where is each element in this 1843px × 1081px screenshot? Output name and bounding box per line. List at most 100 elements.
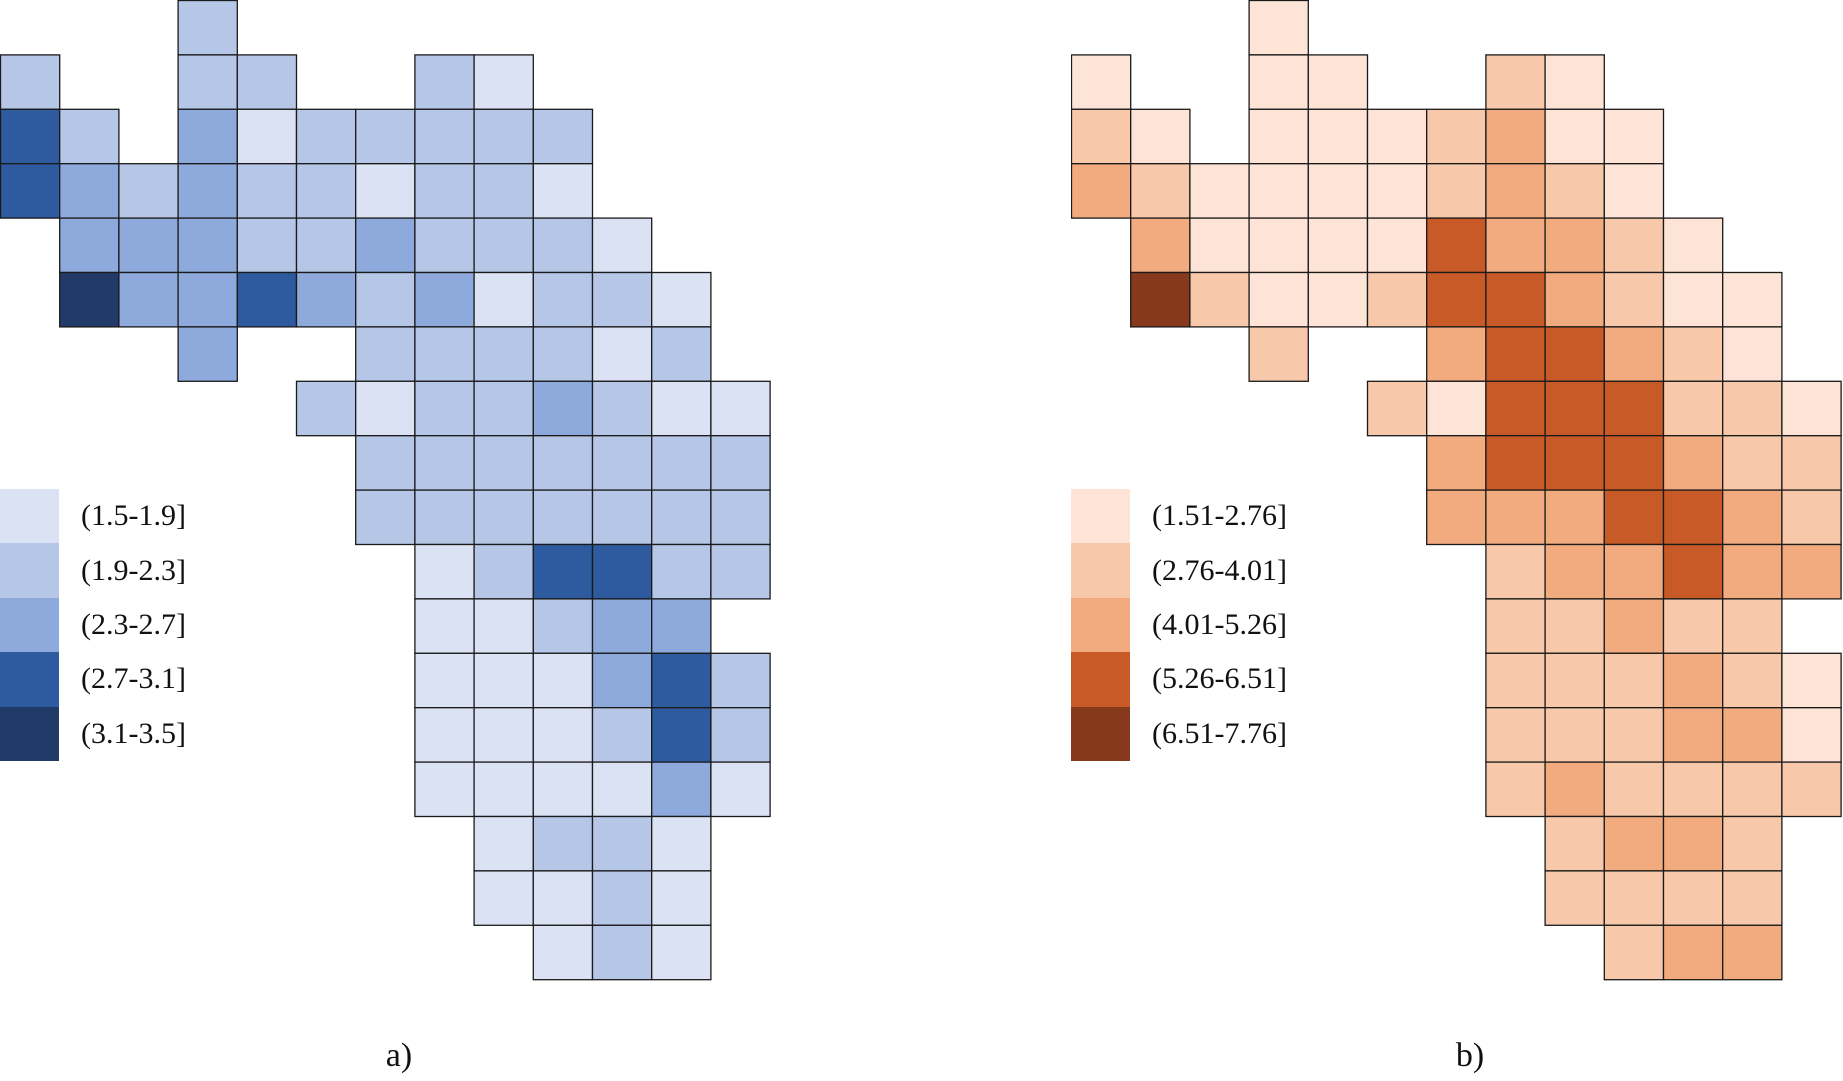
grid-cell [59, 271, 120, 328]
grid-cell [1544, 761, 1605, 818]
grid-cell [295, 217, 357, 274]
grid-cell [59, 108, 120, 165]
grid-cell [710, 707, 771, 763]
grid-cell [1485, 271, 1546, 328]
grid-cell [651, 707, 712, 763]
grid-cell [1603, 707, 1665, 763]
grid-cell [651, 761, 712, 818]
grid-cell [1662, 435, 1724, 491]
grid-cell [1071, 108, 1132, 165]
grid-cell [473, 163, 534, 219]
grid-cell [532, 435, 594, 491]
grid-cell [1366, 217, 1428, 274]
legend-swatch [1071, 706, 1130, 761]
legend-swatch [0, 706, 59, 761]
grid-cell [473, 761, 534, 818]
grid-cell [591, 815, 653, 872]
panel-b: (1.51-2.76] (2.76-4.01] (4.01-5.26] (5.2… [1071, 0, 1843, 1081]
grid-cell [177, 271, 238, 328]
grid-cell [0, 54, 61, 110]
grid-cell [1426, 163, 1487, 219]
grid-cell [1307, 163, 1369, 219]
grid-cell [1485, 543, 1546, 600]
legend-a: (1.5-1.9] (1.9-2.3] (2.3-2.7] (2.7-3.1] … [0, 489, 186, 761]
legend-label: (6.51-7.76] [1152, 716, 1287, 750]
grid-cell [236, 163, 298, 219]
grid-cell [1307, 271, 1369, 328]
grid-cell [1722, 489, 1783, 546]
grid-cell [295, 271, 357, 328]
grid-cell [1722, 380, 1783, 437]
grid-cell [1071, 54, 1132, 110]
grid-cell [1366, 380, 1428, 437]
grid-cell [532, 815, 594, 872]
grid-cell [591, 326, 653, 382]
legend-swatch [0, 543, 59, 598]
grid-cell [473, 217, 534, 274]
grid-cell [591, 217, 653, 274]
grid-cell [532, 598, 594, 654]
grid-cell [1662, 870, 1724, 926]
grid-cell [1662, 761, 1724, 818]
grid-cell [591, 380, 653, 437]
grid-cell [591, 870, 653, 926]
grid-cell [1781, 707, 1842, 763]
grid-cell [591, 435, 653, 491]
grid-cell [1544, 489, 1605, 546]
grid-cell [1130, 217, 1191, 274]
grid-cell [532, 217, 594, 274]
legend-swatch [1071, 597, 1130, 653]
grid-cell [1485, 217, 1546, 274]
grid-cell [532, 707, 594, 763]
grid-cell [414, 435, 475, 491]
grid-cell [1544, 271, 1605, 328]
grid-cell [1781, 380, 1842, 437]
grid-cell [1426, 271, 1487, 328]
grid-cell [1781, 543, 1842, 600]
grid-cell [1722, 815, 1783, 872]
grid-cell [414, 489, 475, 546]
grid-cell [1603, 815, 1665, 872]
grid-cell [1248, 0, 1309, 56]
grid-cell [236, 54, 298, 110]
grid-cell [532, 652, 594, 709]
legend-swatch [0, 489, 59, 544]
grid-cell [355, 217, 416, 274]
grid-cell [473, 652, 534, 709]
grid-cell [1130, 108, 1191, 165]
grid-cell [414, 108, 475, 165]
grid-cell [1248, 271, 1309, 328]
grid-cell [651, 815, 712, 872]
grid-cell [1781, 435, 1842, 491]
grid-cell [1189, 163, 1250, 219]
grid-cell [651, 598, 712, 654]
grid-cell [0, 108, 61, 165]
grid-cell [0, 163, 61, 219]
grid-cell [1603, 652, 1665, 709]
grid-cell [1426, 489, 1487, 546]
grid-cell [591, 761, 653, 818]
grid-cell [473, 543, 534, 600]
legend-item: (2.3-2.7] [0, 597, 186, 653]
grid-cell [1426, 217, 1487, 274]
panel-a: (1.5-1.9] (1.9-2.3] (2.3-2.7] (2.7-3.1] … [0, 0, 920, 1081]
grid-cell [1603, 217, 1665, 274]
grid-cell [1544, 598, 1605, 654]
grid-cell [414, 707, 475, 763]
grid-cell [651, 924, 712, 981]
grid-cell [355, 326, 416, 382]
grid-cell [118, 163, 179, 219]
grid-cell [1662, 217, 1724, 274]
grid-cell [591, 707, 653, 763]
grid-cell [118, 271, 179, 328]
grid-cell [473, 108, 534, 165]
grid-cell [1485, 761, 1546, 818]
grid-cell [295, 108, 357, 165]
grid-cell [177, 163, 238, 219]
grid-cell [710, 543, 771, 600]
grid-cell [473, 380, 534, 437]
grid-cell [1781, 761, 1842, 818]
grid-cell [1603, 761, 1665, 818]
grid-cell [1544, 54, 1605, 110]
legend-item: (1.9-2.3] [0, 543, 186, 598]
